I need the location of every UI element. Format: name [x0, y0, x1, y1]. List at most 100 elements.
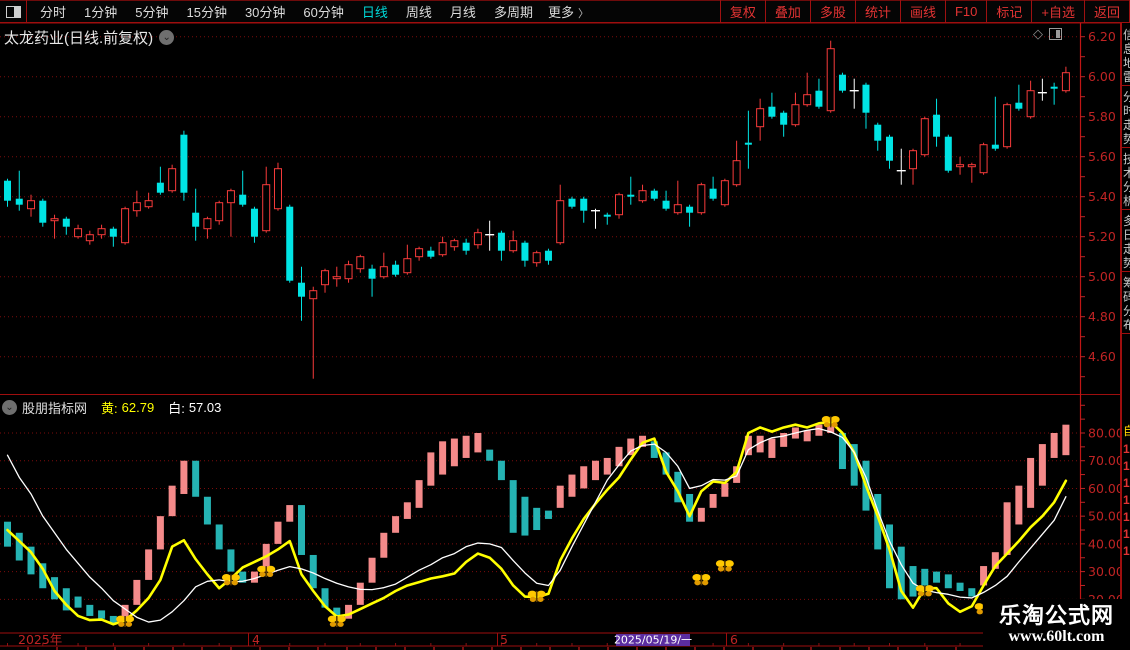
- candle: [673, 180, 682, 215]
- indicator-bar: [1038, 444, 1046, 486]
- sidebar-strip-item[interactable]: 分: [1123, 91, 1130, 103]
- collapse-chart-icon[interactable]: ⌄: [159, 30, 175, 45]
- period-tab[interactable]: 1分钟: [84, 5, 118, 20]
- indicator-bar: [215, 524, 223, 550]
- chevron-right-icon: 〉: [577, 8, 589, 20]
- indicator-bar: [897, 546, 905, 600]
- sidebar-strip-item[interactable]: 走: [1123, 243, 1130, 255]
- more-menu-button[interactable]: 更多〉: [542, 2, 595, 21]
- sidebar-strip-item[interactable]: 析: [1123, 195, 1130, 207]
- candle: [74, 224, 83, 239]
- indicator-bar: [74, 596, 82, 608]
- candle: [450, 238, 459, 251]
- sidebar-strip-item[interactable]: 雷: [1123, 71, 1130, 83]
- price-axis-label: 5.00: [1088, 269, 1116, 284]
- butterfly-signal-icon: [691, 573, 712, 587]
- sidebar-strip-item[interactable]: 码: [1123, 291, 1130, 303]
- sidebar-strip-item[interactable]: 布: [1123, 319, 1130, 331]
- toolbar-button[interactable]: 统计: [854, 0, 900, 23]
- panel-layout-icon[interactable]: [1049, 28, 1062, 40]
- toolbar-button[interactable]: 复权: [719, 0, 765, 23]
- strip-self-select[interactable]: 自: [1123, 425, 1130, 437]
- strip-page-number[interactable]: 1: [1123, 510, 1130, 524]
- strip-page-number[interactable]: 1: [1123, 544, 1130, 558]
- sidebar-strip-item[interactable]: 筹: [1123, 277, 1130, 289]
- period-tab[interactable]: 5分钟: [135, 5, 169, 20]
- strip-page-number[interactable]: 1: [1123, 476, 1130, 490]
- candle: [273, 162, 282, 211]
- split-panel-icon[interactable]: [6, 5, 21, 18]
- indicator-bar: [180, 460, 188, 494]
- sidebar-strip-item[interactable]: 走: [1123, 119, 1130, 131]
- indicator-bar: [274, 521, 282, 544]
- indicator-bar: [650, 441, 658, 458]
- candle: [344, 260, 353, 283]
- toolbar-button[interactable]: 返回: [1083, 0, 1130, 23]
- strip-page-number[interactable]: 1: [1123, 493, 1130, 507]
- period-tab[interactable]: 分时: [40, 5, 67, 20]
- indicator-bar: [933, 571, 941, 583]
- indicator-bar: [427, 452, 435, 486]
- strip-page-number[interactable]: 1: [1123, 459, 1130, 473]
- period-tab[interactable]: 周线: [405, 5, 432, 20]
- strip-page-number[interactable]: 1: [1123, 442, 1130, 456]
- toolbar-button[interactable]: 画线: [899, 0, 945, 23]
- collapse-indicator-icon[interactable]: ⌄: [2, 400, 17, 415]
- sidebar-strip-item[interactable]: 信: [1123, 29, 1130, 41]
- period-tab[interactable]: 60分钟: [303, 5, 344, 20]
- candle: [956, 156, 965, 175]
- candle: [650, 188, 658, 201]
- indicator-bar: [533, 507, 541, 531]
- period-tab[interactable]: 月线: [449, 5, 476, 20]
- sidebar-strip-item[interactable]: 地: [1123, 57, 1130, 69]
- strip-page-number[interactable]: 1: [1123, 527, 1130, 541]
- candle: [309, 286, 318, 379]
- toolbar-button[interactable]: 叠加: [764, 0, 810, 23]
- toolbar-button[interactable]: 多股: [809, 0, 855, 23]
- sidebar-strip-item[interactable]: 多: [1123, 215, 1130, 227]
- period-tab[interactable]: 多周期: [493, 5, 533, 20]
- period-tab[interactable]: 日线: [361, 5, 388, 20]
- candle: [874, 122, 882, 151]
- sidebar-strip-item[interactable]: 势: [1123, 257, 1130, 269]
- indicator-bar: [838, 433, 846, 470]
- candle: [780, 110, 788, 137]
- butterfly-signal-icon: [221, 573, 241, 587]
- sidebar-strip-item[interactable]: 日: [1123, 229, 1130, 241]
- toolbar-button[interactable]: 标记: [986, 0, 1031, 23]
- right-sidebar-strip[interactable]: 信息地雷分时走势技术分析多日走势筹码分布自1111111: [1120, 23, 1130, 650]
- diamond-marker-icon[interactable]: ◇: [1033, 26, 1043, 41]
- sidebar-strip-item[interactable]: 术: [1123, 167, 1130, 179]
- white-line-label: 白:: [168, 401, 185, 416]
- candle: [744, 110, 752, 169]
- sidebar-strip-item[interactable]: 时: [1123, 105, 1130, 117]
- candle: [332, 266, 341, 287]
- candle: [97, 224, 106, 239]
- indicator-bar: [991, 552, 999, 569]
- candle: [215, 200, 224, 225]
- candle: [403, 244, 412, 275]
- sidebar-strip-item[interactable]: 技: [1123, 153, 1130, 165]
- toolbar-button[interactable]: +自选: [1031, 0, 1084, 23]
- selected-date-text: 2025/05/19/一: [614, 634, 692, 647]
- period-tab[interactable]: 30分钟: [244, 5, 286, 20]
- sidebar-strip-item[interactable]: 息: [1123, 43, 1130, 55]
- strip-divider: [1122, 333, 1130, 334]
- indicator-bar: [544, 510, 552, 519]
- sidebar-strip-item[interactable]: 分: [1123, 181, 1130, 193]
- indicator-bar: [956, 582, 964, 592]
- candle: [709, 176, 717, 201]
- candle: [485, 220, 495, 251]
- candle: [803, 72, 812, 107]
- toolbar-button[interactable]: F10: [944, 0, 986, 23]
- period-tab[interactable]: 15分钟: [186, 5, 227, 20]
- butterfly-signal-icon: [914, 584, 935, 598]
- sidebar-strip-item[interactable]: 分: [1123, 305, 1130, 317]
- indicator-axis-label: 40.00: [1088, 536, 1124, 551]
- indicator-bar: [1027, 457, 1035, 508]
- indicator-bar: [1003, 502, 1011, 555]
- sidebar-strip-item[interactable]: 势: [1123, 133, 1130, 145]
- indicator-bar: [145, 549, 153, 580]
